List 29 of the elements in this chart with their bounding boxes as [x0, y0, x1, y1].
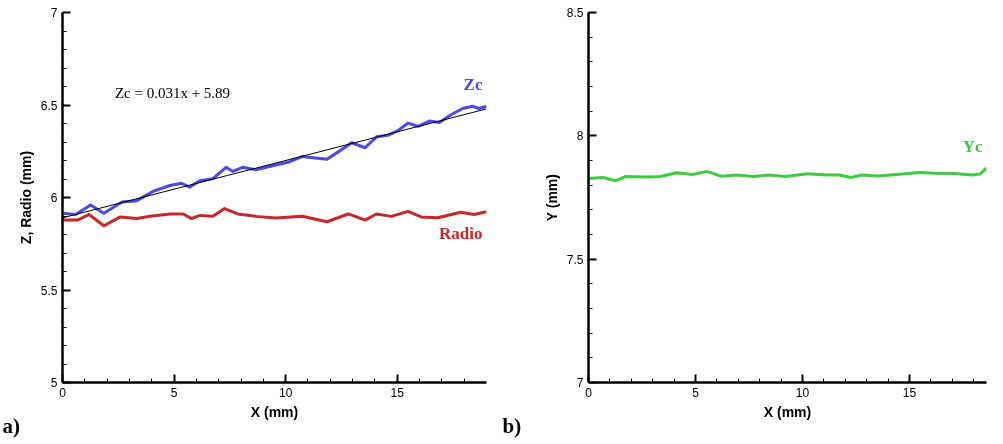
y-tick-label: 8.5 — [566, 6, 584, 20]
y-tick-label: 7 — [576, 376, 584, 390]
y-axis-title: Y (mm) — [543, 174, 560, 222]
y-tick-label: 5.5 — [40, 283, 58, 298]
y-tick-label: 7 — [50, 6, 58, 20]
y-tick-label: 6.5 — [40, 98, 58, 113]
x-tick-label: 15 — [902, 385, 917, 400]
y-tick-label: 5 — [50, 376, 58, 390]
line-series — [588, 166, 987, 183]
series-label: Radio — [439, 223, 483, 243]
x-axis-title: X (mm) — [763, 403, 812, 420]
y-tick-label: 8 — [576, 129, 584, 144]
x-tick-label: 10 — [795, 385, 810, 400]
x-tick-label: 5 — [692, 385, 700, 400]
text: b) — [502, 413, 522, 438]
y-tick-label: 7.5 — [566, 252, 584, 267]
annotation: Zc = 0.031x + 5.89 — [114, 84, 231, 101]
x-tick-label: 0 — [59, 385, 67, 400]
x-tick-label: 15 — [390, 385, 405, 400]
line-series — [62, 207, 487, 228]
text: a) — [2, 413, 20, 438]
x-tick-label: 5 — [170, 385, 178, 400]
x-tick-label: 0 — [585, 385, 593, 400]
x-tick-label: 10 — [278, 385, 293, 400]
y-tick-label: 6 — [50, 191, 58, 205]
series-label: Zc — [463, 75, 483, 95]
y-axis-title: Z, Radio (mm) — [17, 150, 34, 245]
x-axis-title: X (mm) — [250, 403, 299, 420]
series-label: Yc — [962, 136, 983, 156]
